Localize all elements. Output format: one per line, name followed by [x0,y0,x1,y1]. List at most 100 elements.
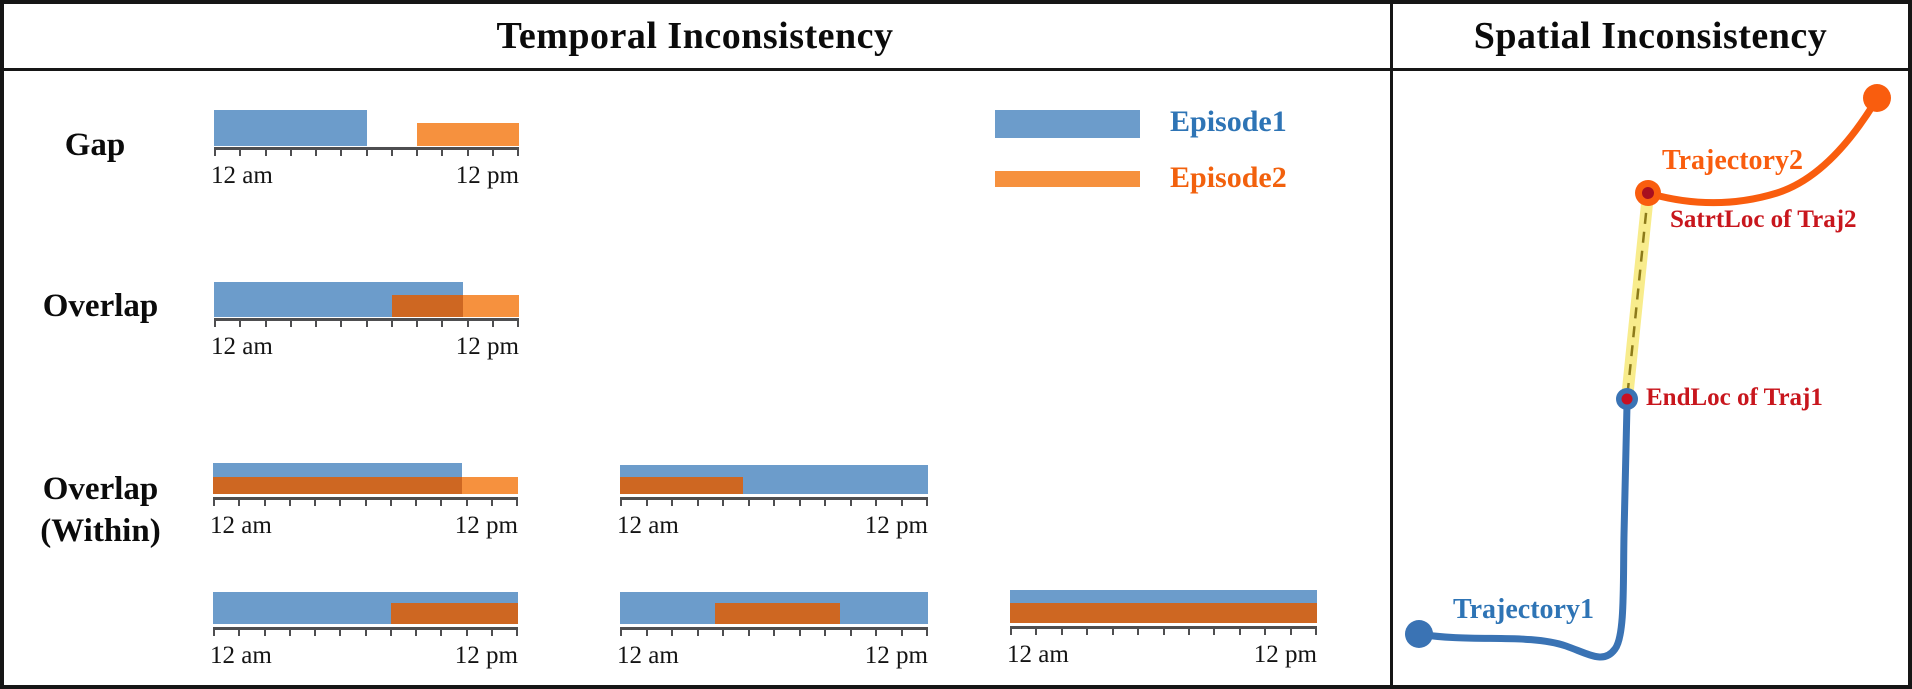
axis-tick [696,500,699,506]
trajectory1-start-dot [1405,620,1433,648]
bar-episode2 [461,477,518,494]
inconsistency-gap-dashed-line [1625,193,1650,400]
header-separator-line [0,68,1912,71]
bar-episode2-overlap [1010,603,1317,623]
axis-tick [849,630,852,636]
bar-episode1 [213,463,462,477]
axis-tick [875,630,877,636]
bar-episode2 [416,123,519,146]
row-label-overlap-within-line2: (Within) [40,513,161,549]
axis-label-12pm: 12 pm [454,642,518,669]
axis-tick [696,630,699,636]
axis-tick [288,630,291,636]
axis-label-12am: 12 am [210,642,272,669]
time-axis [620,627,928,630]
axis-tick [340,150,343,156]
axis-tick [1010,629,1012,635]
axis-tick [1289,629,1292,635]
axis-tick [1035,629,1038,635]
axis-tick [722,500,724,506]
axis-tick [416,150,418,156]
axis-tick [926,630,928,636]
end-loc-traj1-label: EndLoc of Traj1 [1646,384,1823,411]
axis-label-12am: 12 am [210,512,272,539]
temporal-panel-title: Temporal Inconsistency [496,15,894,57]
axis-tick [1315,629,1317,635]
panel-divider-line [1390,0,1393,689]
time-axis [1010,626,1317,629]
axis-tick [722,630,724,636]
axis-tick [441,150,444,156]
row-label-overlap-within-line1: Overlap [42,471,159,507]
axis-tick [1264,629,1267,635]
axis-label-12pm: 12 pm [455,162,519,189]
axis-tick [645,630,648,636]
axis-tick [926,500,928,506]
axis-label-12am: 12 am [617,512,679,539]
axis-tick [1162,629,1165,635]
axis-tick [364,630,367,636]
axis-tick [1187,629,1190,635]
bar-episode2-overlap [715,603,841,624]
axis-label-12pm: 12 pm [1253,641,1317,668]
axis-tick [1137,629,1140,635]
legend-swatch-episode2 [995,171,1140,187]
axis-tick [824,630,826,636]
trajectory2-start-dot-center [1642,187,1654,199]
axis-tick [849,500,852,506]
axis-tick [440,500,443,506]
axis-label-12am: 12 am [1007,641,1069,668]
axis-tick [415,630,417,636]
axis-tick [238,500,241,506]
axis-tick [364,500,367,506]
axis-tick [490,630,493,636]
trajectory1-end-dot-center [1621,393,1633,405]
axis-tick [517,150,519,156]
axis-tick [213,630,215,636]
axis-tick [1238,629,1241,635]
axis-tick [340,321,343,327]
row-label-overlap-within: Overlap (Within) [18,468,183,552]
axis-tick [671,630,673,636]
axis-tick [213,500,215,506]
axis-tick [875,500,877,506]
axis-tick [214,150,216,156]
axis-tick [390,321,393,327]
axis-tick [1213,629,1216,635]
axis-label-12am: 12 am [211,333,273,360]
bar-episode2-overlap [620,477,744,494]
axis-tick [466,321,469,327]
time-axis [214,147,519,150]
axis-tick [517,321,519,327]
axis-label-12pm: 12 pm [454,512,518,539]
axis-tick [465,500,468,506]
axis-tick [620,500,622,506]
axis-tick [239,150,242,156]
time-axis [620,497,928,500]
axis-tick [490,500,493,506]
axis-label-12pm: 12 pm [864,512,928,539]
trajectory2-end-dot [1863,84,1891,112]
axis-tick [315,150,317,156]
axis-tick [238,630,241,636]
start-loc-traj2-label: SatrtLoc of Traj2 [1670,206,1857,233]
axis-tick [415,500,417,506]
row-label-gap: Gap [64,127,126,163]
row-label-overlap: Overlap [42,288,159,324]
axis-tick [773,630,775,636]
axis-tick [671,500,673,506]
axis-tick [264,150,267,156]
axis-tick [440,630,443,636]
axis-tick [365,321,368,327]
legend-label-episode2: Episode2 [1170,161,1287,194]
axis-tick [747,630,750,636]
axis-tick [1060,629,1063,635]
trajectory2-path [1644,98,1879,207]
axis-label-12am: 12 am [211,162,273,189]
spatial-panel-title: Spatial Inconsistency [1473,15,1828,57]
bar-episode2-overlap [391,603,518,624]
axis-label-12pm: 12 pm [864,642,928,669]
axis-tick [900,500,903,506]
trajectory1-label: Trajectory1 [1453,594,1594,625]
axis-tick [365,150,368,156]
